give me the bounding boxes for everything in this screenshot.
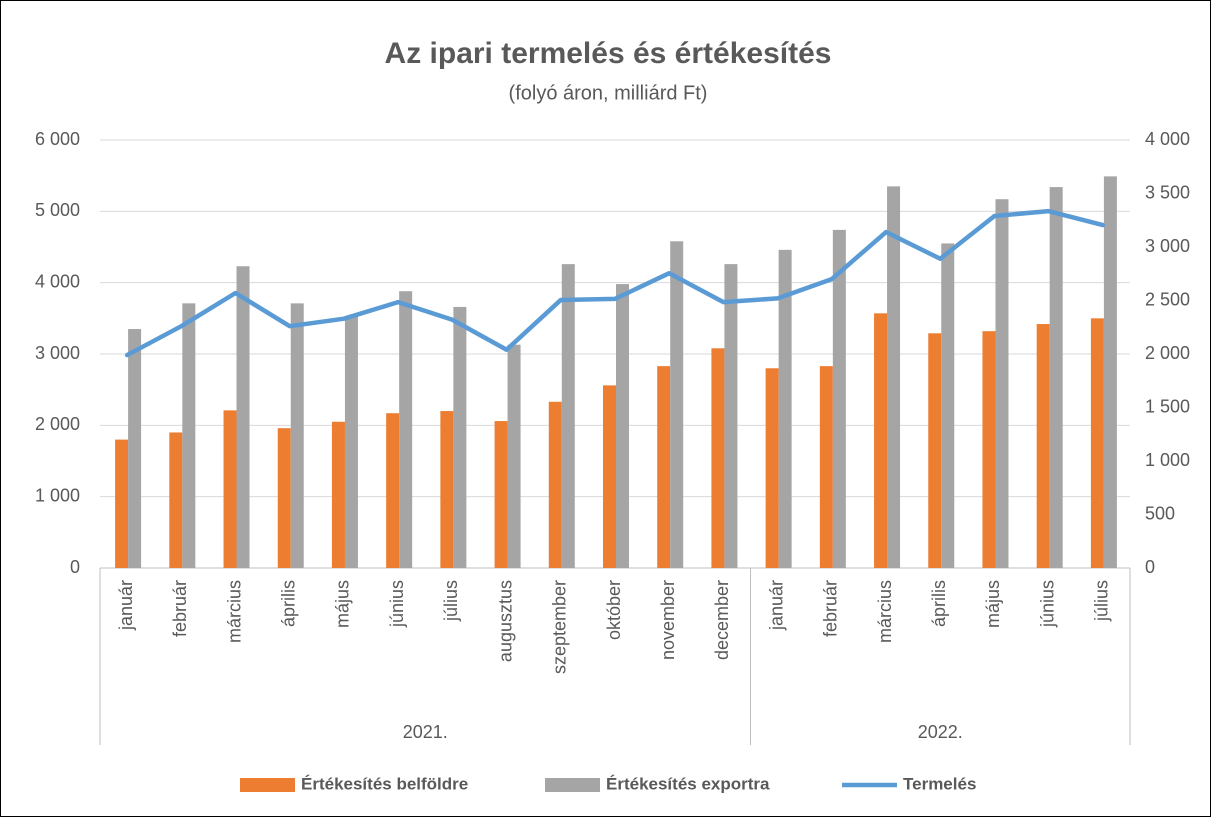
y-tick-label: 1 000 — [35, 485, 80, 505]
x-tick-label: március — [224, 580, 244, 643]
chart-subtitle: (folyó áron, milliárd Ft) — [509, 82, 708, 104]
y2-tick-label: 3 000 — [1145, 236, 1190, 256]
bar — [995, 199, 1009, 568]
x-tick-label: december — [712, 580, 732, 660]
bar — [657, 366, 671, 568]
bar — [765, 368, 779, 568]
chart-title: Az ipari termelés és értékesítés — [385, 37, 832, 70]
bar — [670, 241, 684, 568]
bar — [169, 432, 183, 568]
bar — [819, 366, 833, 568]
bar — [982, 331, 996, 568]
bar — [507, 344, 521, 568]
bar — [778, 249, 792, 568]
bar — [223, 410, 237, 568]
x-tick-label: november — [658, 580, 678, 660]
x-tick-label: május — [983, 580, 1003, 628]
y-tick-label: 5 000 — [35, 200, 80, 220]
x-tick-label: augusztus — [495, 580, 515, 662]
y2-tick-label: 2 500 — [1145, 289, 1190, 309]
y2-tick-label: 2 000 — [1145, 343, 1190, 363]
y-tick-label: 6 000 — [35, 129, 80, 149]
line — [124, 208, 1106, 358]
bar — [724, 264, 738, 568]
y2-tick-label: 1 500 — [1145, 396, 1190, 416]
legend-label: Termelés — [903, 774, 976, 793]
bar — [1090, 318, 1104, 568]
group-label: 2021. — [403, 722, 448, 742]
legend-swatch — [240, 778, 295, 792]
y2-tick-label: 4 000 — [1145, 129, 1190, 149]
bar — [399, 291, 413, 568]
bar — [1036, 324, 1050, 568]
y-tick-label: 0 — [70, 557, 80, 577]
x-tick-label: július — [1092, 580, 1112, 622]
bar — [290, 303, 304, 568]
bar — [277, 428, 291, 568]
x-tick-label: április — [278, 580, 298, 627]
bar — [128, 329, 142, 568]
y2-tick-label: 0 — [1145, 557, 1155, 577]
legend-label: Értékesítés belföldre — [301, 774, 468, 793]
bar — [182, 303, 196, 568]
bar — [928, 333, 942, 568]
bar — [453, 306, 467, 568]
y2-tick-label: 1 000 — [1145, 450, 1190, 470]
bar — [887, 186, 901, 568]
y-tick-label: 4 000 — [35, 271, 80, 291]
bar — [1103, 176, 1117, 568]
bar — [603, 385, 616, 568]
x-tick-label: június — [1037, 580, 1057, 628]
y-tick-label: 3 000 — [35, 343, 80, 363]
x-tick-label: május — [333, 580, 353, 628]
x-tick-label: október — [604, 580, 624, 640]
y2-tick-label: 3 500 — [1145, 182, 1190, 202]
bar — [832, 229, 846, 568]
x-tick-label: január — [766, 580, 786, 631]
x-tick-label: július — [441, 580, 461, 622]
bar — [236, 266, 250, 568]
x-tick-label: április — [929, 580, 949, 627]
legend-swatch — [545, 778, 600, 792]
legend-label: Értékesítés exportra — [606, 774, 770, 793]
bar — [1049, 187, 1063, 568]
x-tick-label: január — [116, 580, 136, 631]
bar — [344, 316, 358, 568]
bar — [561, 264, 575, 568]
x-tick-label: február — [821, 580, 841, 637]
bar — [440, 411, 454, 568]
bar — [494, 421, 508, 568]
bar — [115, 439, 129, 568]
y-tick-label: 2 000 — [35, 414, 80, 434]
bar — [941, 243, 955, 568]
x-tick-label: március — [875, 580, 895, 643]
x-tick-label: február — [170, 580, 190, 637]
bar — [548, 401, 562, 568]
x-tick-label: június — [387, 580, 407, 628]
group-label: 2022. — [918, 722, 963, 742]
y2-tick-label: 500 — [1145, 503, 1175, 523]
bar — [616, 284, 629, 568]
x-tick-label: szeptember — [550, 580, 570, 674]
bar — [874, 313, 888, 568]
bar — [386, 413, 400, 568]
bar — [331, 421, 345, 568]
bar — [711, 348, 725, 568]
